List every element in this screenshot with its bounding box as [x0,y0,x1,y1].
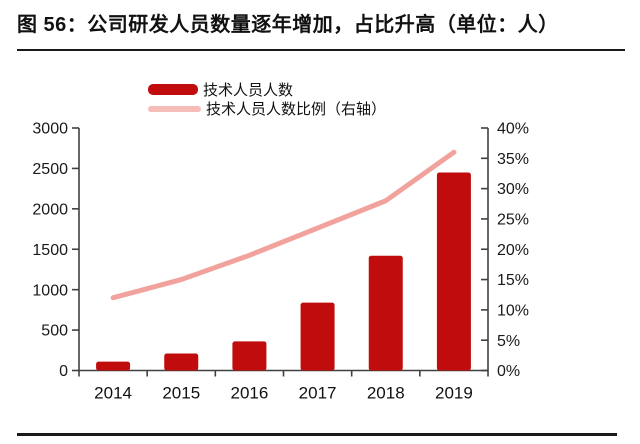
right-axis-tick-label: 25% [497,212,529,229]
left-axis-tick-label: 500 [41,323,68,340]
right-axis-tick-label: 0% [497,363,520,380]
right-axis-tick-label: 35% [497,151,529,168]
left-axis-tick-label: 1000 [32,282,68,299]
x-axis-label: 2018 [367,384,405,403]
right-axis-tick-label: 10% [497,302,529,319]
left-axis-tick-label: 3000 [32,121,68,138]
legend-item-line: 技术人员人数比例（右轴） [148,99,386,118]
chart-legend: 技术人员人数 技术人员人数比例（右轴） [148,80,386,118]
left-axis-tick-label: 1500 [32,242,68,259]
ratio-line [110,149,457,301]
axis-frame [78,128,489,372]
x-axis-label: 2016 [231,384,269,403]
bar-series-legend-label: 技术人员人数 [203,82,294,99]
x-axis-label: 2014 [94,384,132,403]
left-axis-tick-label: 2500 [32,161,68,178]
bar-2018 [368,255,403,371]
legend-item-bar: 技术人员人数 [148,80,386,99]
line-series-legend-label: 技术人员人数比例（右轴） [206,101,387,118]
left-axis-tick-label: 0 [59,363,68,380]
bar-series-swatch-icon [148,84,198,95]
header-divider [17,49,625,51]
x-axis-label: 2017 [299,384,337,403]
x-axis-label: 2015 [162,384,200,403]
right-axis-tick-label: 30% [497,181,529,198]
figure-title: 图 56：公司研发人员数量逐年增加，占比升高（单位：人） [17,14,559,36]
bar-2014 [96,361,131,371]
bar-2015 [164,353,199,371]
right-axis-tick-label: 40% [497,121,529,138]
bar-2016 [232,341,267,371]
right-axis-tick-label: 5% [497,333,520,350]
right-axis-tick-label: 15% [497,272,529,289]
line-series-swatch-icon [148,105,201,112]
left-axis-tick-label: 2000 [32,201,68,218]
bar-2017 [300,302,335,371]
bar-2019 [436,172,471,371]
right-axis-tick-label: 20% [497,242,529,259]
footer-divider [17,433,617,436]
x-axis-label: 2019 [435,384,473,403]
